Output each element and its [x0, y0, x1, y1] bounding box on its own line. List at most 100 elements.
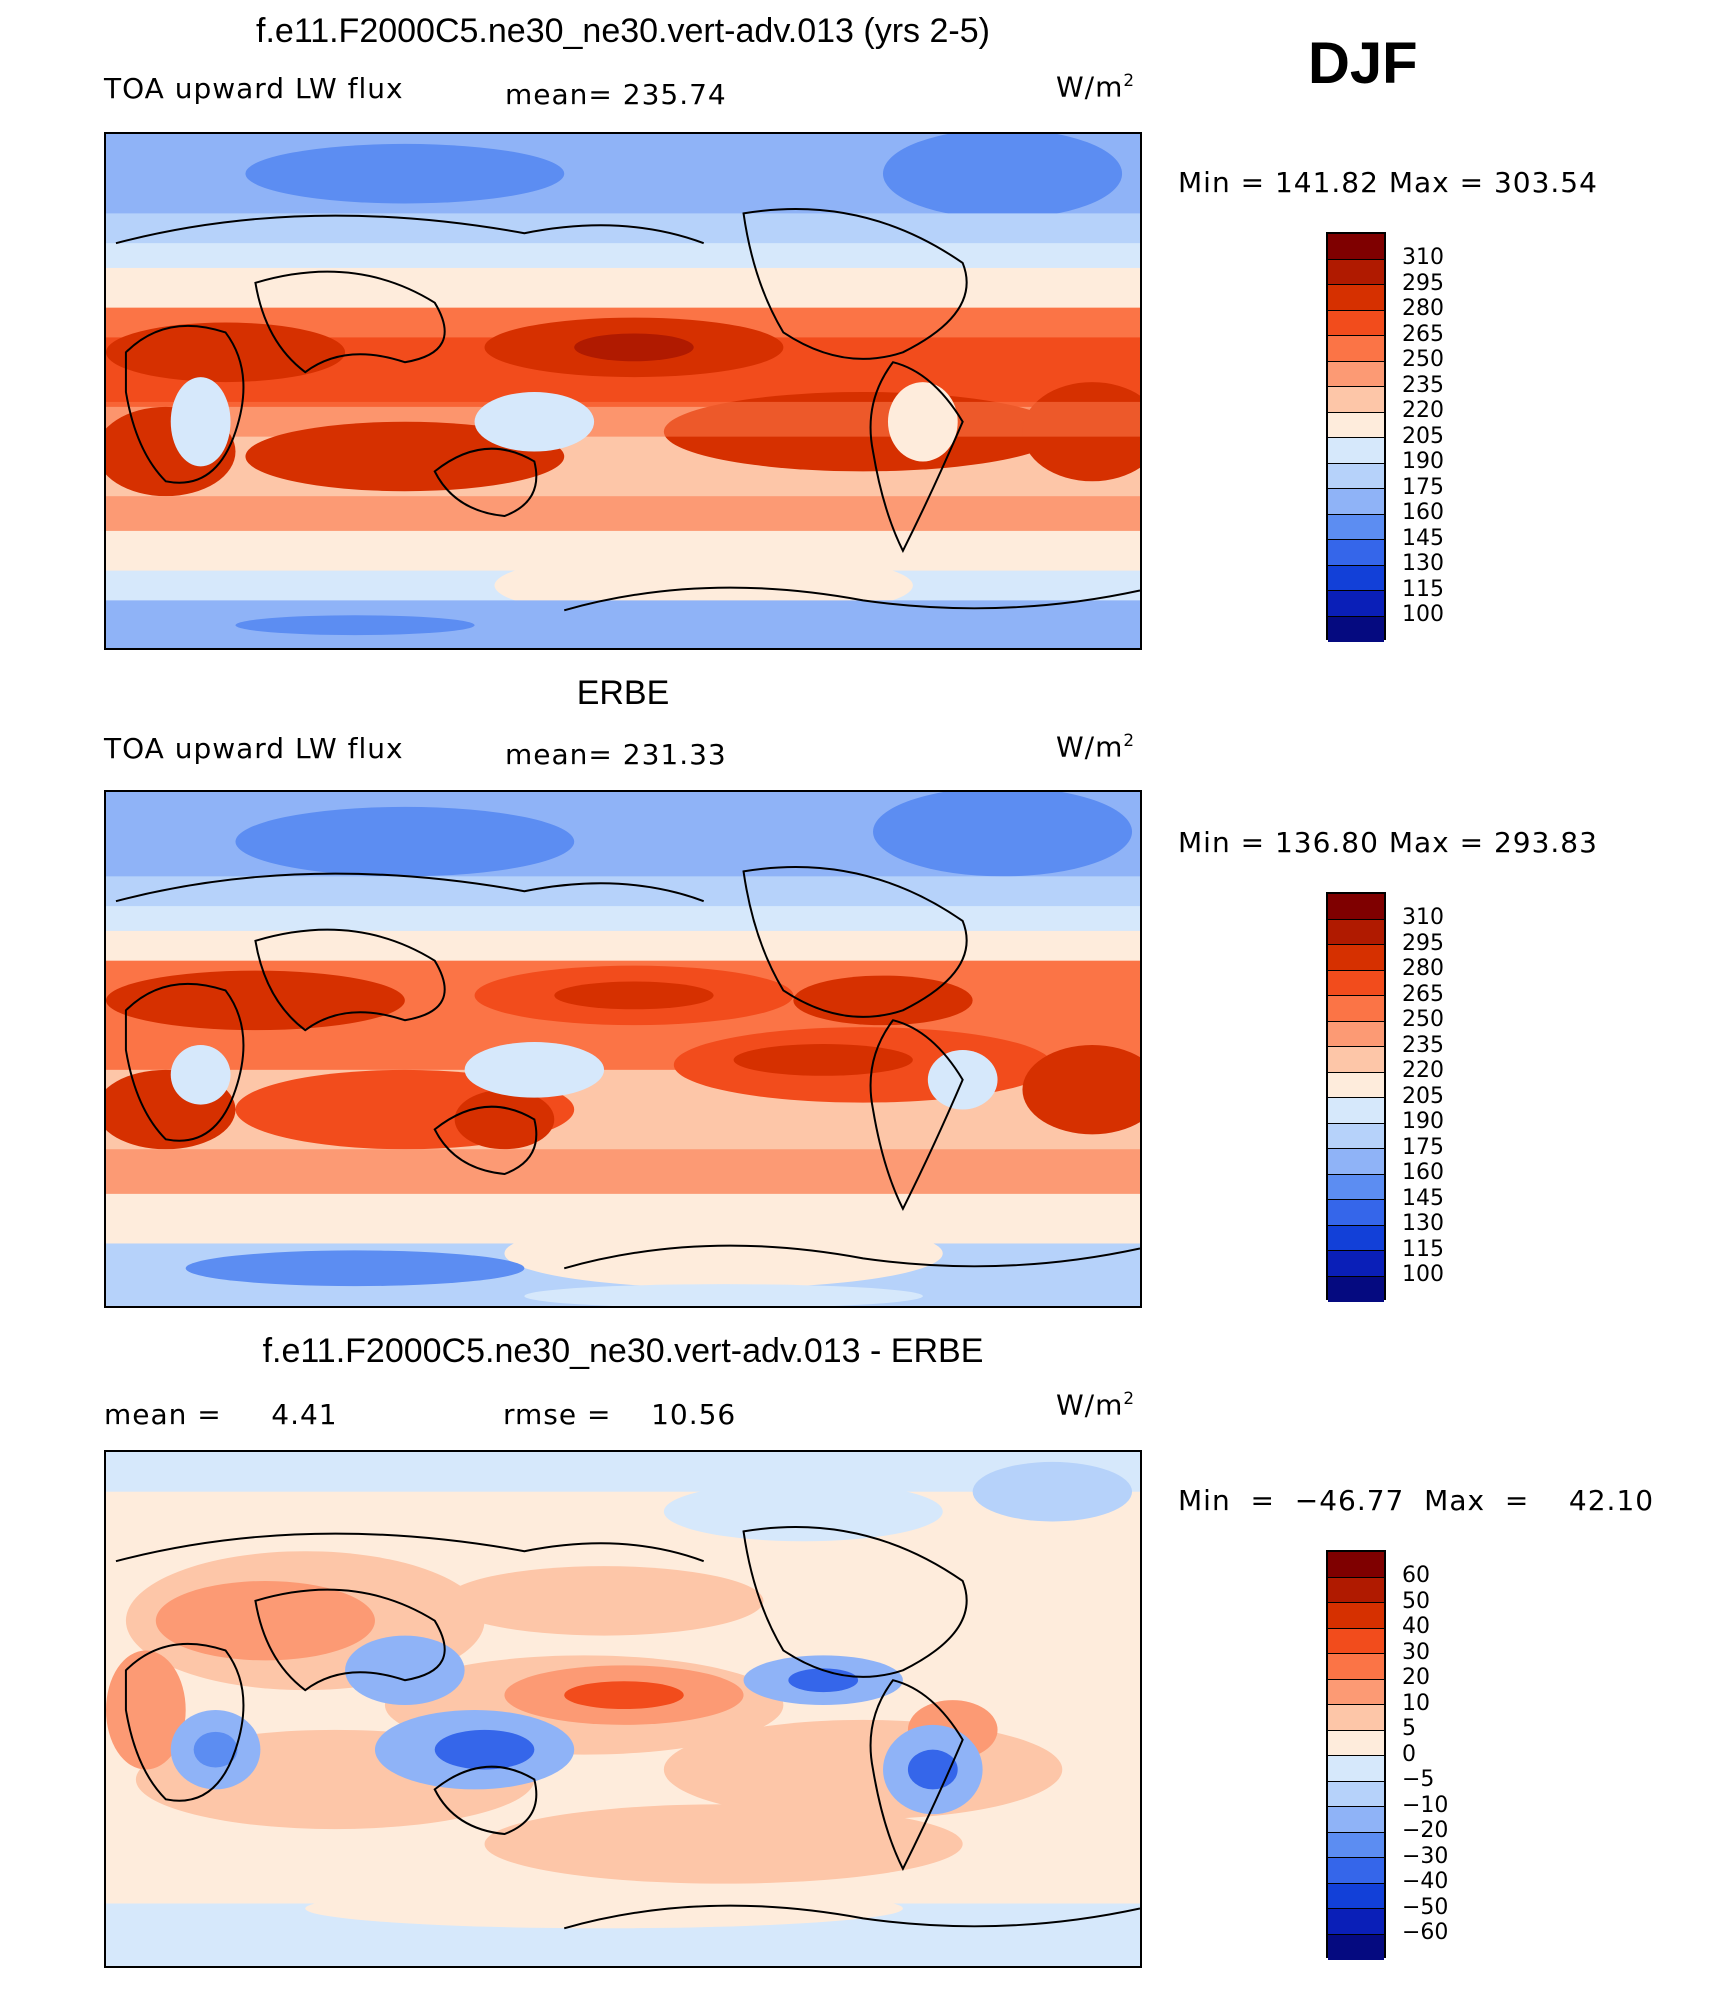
- panel1-tick: 220: [1402, 398, 1444, 423]
- panel3-color-swatch: [1328, 1858, 1384, 1884]
- panel3-tick: 5: [1402, 1716, 1416, 1741]
- panel1-map: [104, 132, 1142, 650]
- panel2-color-swatch: [1328, 1251, 1384, 1277]
- panel1-mean-label: mean= 235.74: [505, 78, 727, 111]
- panel2-tick: 145: [1402, 1185, 1444, 1211]
- panel2-tick: 175: [1402, 1134, 1444, 1160]
- panel1-tick: 130: [1402, 551, 1444, 576]
- panel2-tick: 190: [1402, 1109, 1444, 1134]
- panel3-color-swatch: [1328, 1705, 1384, 1731]
- panel2-tick: 130: [1402, 1211, 1444, 1236]
- panel3-mean-label: mean = 4.41: [104, 1398, 338, 1431]
- panel3-color-swatch: [1328, 1756, 1384, 1782]
- panel2-color-swatch: [1328, 1149, 1384, 1175]
- panel3-color-swatch: [1328, 1552, 1384, 1578]
- panel3-tick: −50: [1402, 1894, 1449, 1920]
- panel3-map: [104, 1450, 1142, 1968]
- panel2-map: [104, 790, 1142, 1308]
- panel2-color-swatch: [1328, 996, 1384, 1022]
- panel2-color-swatch: [1328, 1072, 1384, 1098]
- panel3-color-swatch: [1328, 1807, 1384, 1833]
- panel2-tick: 160: [1402, 1160, 1444, 1185]
- panel3-color-swatch: [1328, 1577, 1384, 1603]
- panel2-color-swatch: [1328, 1123, 1384, 1149]
- panel1-contour-field: [106, 134, 1140, 648]
- panel3-title: f.e11.F2000C5.ne30_ne30.vert-adv.013 - E…: [262, 1332, 984, 1370]
- panel3-tick: 10: [1402, 1690, 1430, 1716]
- panel3-color-swatch: [1328, 1832, 1384, 1858]
- panel1-tick: 280: [1402, 296, 1444, 321]
- panel3-tick: 50: [1402, 1588, 1430, 1614]
- panel1-variable-label: TOA upward LW flux: [104, 72, 404, 105]
- panel2-contour-field: [106, 792, 1140, 1306]
- panel3-color-swatch: [1328, 1730, 1384, 1756]
- panel2-title: ERBE: [576, 674, 670, 712]
- panel3-color-swatch: [1328, 1934, 1384, 1960]
- panel3-tick: 40: [1402, 1614, 1430, 1639]
- panel2-tick: 280: [1402, 956, 1444, 981]
- panel2-tick: 295: [1402, 930, 1444, 956]
- panel1-tick: 100: [1402, 602, 1444, 627]
- panel3-rmse-label: rmse = 10.56: [503, 1398, 737, 1431]
- panel2-tick: 250: [1402, 1007, 1444, 1032]
- panel2-tick: 310: [1402, 905, 1444, 930]
- panel1-color-swatch: [1328, 591, 1384, 617]
- panel3-tick: 20: [1402, 1665, 1430, 1690]
- panel1-tick: 145: [1402, 525, 1444, 551]
- panel2-tick: 205: [1402, 1083, 1444, 1109]
- panel2-tick: 235: [1402, 1032, 1444, 1058]
- panel1-title: f.e11.F2000C5.ne30_ne30.vert-adv.013 (yr…: [256, 12, 990, 50]
- panel2-tick: 115: [1402, 1236, 1444, 1262]
- panel1-color-swatch: [1328, 514, 1384, 540]
- panel1-tick: 160: [1402, 500, 1444, 525]
- panel3-color-swatch: [1328, 1603, 1384, 1629]
- panel2-tick: 100: [1402, 1262, 1444, 1287]
- panel3-tick: −5: [1402, 1767, 1435, 1792]
- panel1-color-swatch: [1328, 540, 1384, 566]
- panel1-units: W/m2: [1056, 70, 1136, 104]
- panel1-color-swatch: [1328, 412, 1384, 438]
- panel2-color-swatch: [1328, 1047, 1384, 1073]
- panel3-tick: −20: [1402, 1818, 1449, 1843]
- panel2-units: W/m2: [1056, 730, 1136, 764]
- panel1-tick: 265: [1402, 321, 1444, 347]
- panel1-color-swatch: [1328, 336, 1384, 362]
- panel3-tick: 30: [1402, 1639, 1430, 1665]
- panel2-mean-label: mean= 231.33: [505, 738, 727, 771]
- panel1-tick: 175: [1402, 474, 1444, 500]
- panel3-color-swatch: [1328, 1628, 1384, 1654]
- panel2-color-swatch: [1328, 970, 1384, 996]
- panel2-colorbar: [1326, 892, 1386, 1302]
- panel2-tick: 220: [1402, 1058, 1444, 1083]
- panel3-colorbar: [1326, 1550, 1386, 1960]
- panel2-color-swatch: [1328, 1021, 1384, 1047]
- panel1-color-swatch: [1328, 616, 1384, 642]
- panel1-color-swatch: [1328, 285, 1384, 311]
- panel3-tick: 60: [1402, 1563, 1430, 1588]
- panel1-tick: 295: [1402, 270, 1444, 296]
- panel1-color-swatch: [1328, 234, 1384, 260]
- panel1-tick: 205: [1402, 423, 1444, 449]
- panel2-variable-label: TOA upward LW flux: [104, 732, 404, 765]
- panel2-color-swatch: [1328, 1098, 1384, 1124]
- panel2-color-swatch: [1328, 1200, 1384, 1226]
- panel3-tick: −60: [1402, 1920, 1449, 1945]
- panel2-color-swatch: [1328, 894, 1384, 920]
- panel2-color-swatch: [1328, 1174, 1384, 1200]
- panel1-tick: 190: [1402, 449, 1444, 474]
- panel3-color-swatch: [1328, 1909, 1384, 1935]
- panel1-color-swatch: [1328, 361, 1384, 387]
- panel1-tick: 250: [1402, 347, 1444, 372]
- panel2-minmax: Min = 136.80 Max = 293.83: [1178, 826, 1598, 859]
- panel3-tick: −10: [1402, 1792, 1449, 1818]
- panel3-color-swatch: [1328, 1781, 1384, 1807]
- panel1-minmax: Min = 141.82 Max = 303.54: [1178, 166, 1598, 199]
- panel2-color-swatch: [1328, 1276, 1384, 1302]
- panel3-color-swatch: [1328, 1679, 1384, 1705]
- panel3-color-swatch: [1328, 1883, 1384, 1909]
- panel1-color-swatch: [1328, 438, 1384, 464]
- panel1-tick: 115: [1402, 576, 1444, 602]
- panel3-color-swatch: [1328, 1654, 1384, 1680]
- panel1-color-swatch: [1328, 489, 1384, 515]
- panel3-contour-field: [106, 1452, 1140, 1966]
